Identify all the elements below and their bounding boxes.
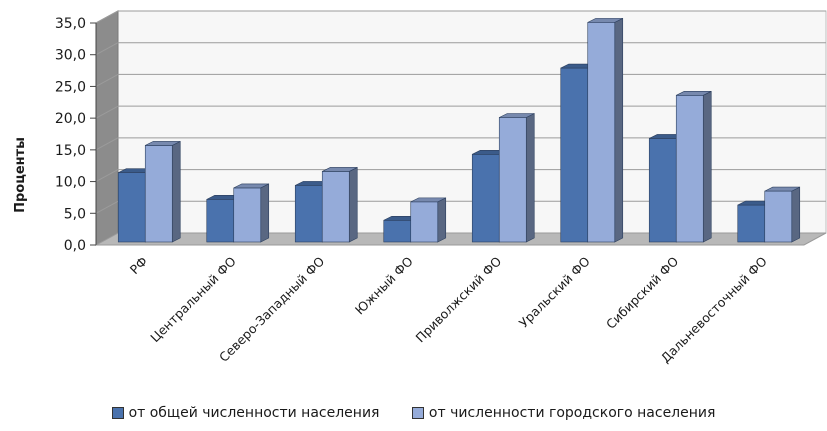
x-tick-label: Приволжский ФО	[412, 253, 504, 345]
bar-series-2	[498, 117, 527, 243]
bar-series-1	[294, 185, 323, 243]
y-tick-label: 0,0	[64, 238, 86, 254]
bar-top-series-2	[410, 197, 446, 203]
y-axis-title: Проценты	[13, 137, 28, 213]
gridline-side	[95, 200, 119, 214]
y-tick-label: 20,0	[55, 111, 86, 127]
x-tick-label: Южный ФО	[352, 253, 416, 317]
x-tick-label: Уральский ФО	[516, 253, 593, 330]
bar-series-2	[410, 201, 439, 243]
bar-top-series-2	[587, 18, 623, 23]
y-tick-label: 15,0	[55, 143, 86, 159]
bar-top-series-2	[322, 167, 358, 172]
bar-side-series-2	[525, 113, 535, 243]
bar-top-series-2	[676, 91, 712, 96]
bar-series-1	[471, 153, 500, 243]
floor	[95, 232, 827, 246]
bar-side-series-2	[260, 183, 270, 243]
bar-series-2	[675, 95, 704, 243]
bar-side-series-2	[171, 140, 181, 243]
bar-side-series-2	[791, 186, 801, 243]
gridline-side	[95, 105, 119, 119]
legend-swatch-series-1	[111, 407, 124, 419]
gridline-side	[95, 137, 119, 151]
bar-series-1	[117, 172, 146, 243]
x-tick-label: Сибирский ФО	[603, 253, 682, 332]
bar-series-1	[560, 67, 589, 243]
x-tick-label: Центральный ФО	[147, 253, 239, 345]
bar-side-series-2	[614, 17, 624, 243]
legend-label-series-1: от общей численности населения	[128, 405, 380, 421]
bar-series-1	[737, 204, 766, 243]
y-tick-label: 5,0	[64, 206, 86, 222]
bar-top-series-2	[145, 141, 181, 146]
bar-side-series-2	[348, 166, 358, 243]
bar-top-series-2	[764, 186, 800, 192]
gridline-side	[95, 42, 119, 56]
y-tick-label: 25,0	[55, 79, 86, 95]
bar-side-series-2	[437, 197, 447, 243]
legend: от общей численности населения от числен…	[0, 405, 827, 423]
bar-top-series-2	[233, 183, 269, 189]
y-tick-label: 30,0	[55, 48, 86, 64]
gridline-side	[95, 169, 119, 183]
bar-series-2	[321, 171, 350, 243]
legend-swatch-series-2	[411, 407, 424, 419]
bar-series-2	[233, 187, 262, 243]
bar-series-2	[587, 22, 616, 243]
legend-label-series-2: от численности городского населения	[428, 405, 716, 421]
legend-item-series-1: от общей численности населения	[111, 405, 380, 421]
bar-series-1	[206, 199, 235, 243]
bar-top-series-2	[499, 113, 535, 118]
bar-series-1	[648, 138, 677, 243]
bar-chart: Проценты 0,0 5,0 10,0 15,0 20,0 25,0 30,0 35,0 Р…	[13, 10, 827, 366]
y-tick-label: 35,0	[55, 16, 86, 32]
bar-series-2	[144, 145, 173, 243]
bar-series-2	[764, 190, 793, 243]
gridline-side	[95, 73, 119, 87]
side-wall	[95, 10, 119, 246]
gridline-side	[95, 10, 119, 24]
y-tick-label: 10,0	[55, 175, 86, 191]
x-tick-label: РФ	[127, 253, 151, 277]
legend-item-series-2: от численности городского населения	[411, 405, 716, 421]
bar-series-1	[383, 219, 412, 243]
bar-side-series-2	[702, 90, 712, 243]
